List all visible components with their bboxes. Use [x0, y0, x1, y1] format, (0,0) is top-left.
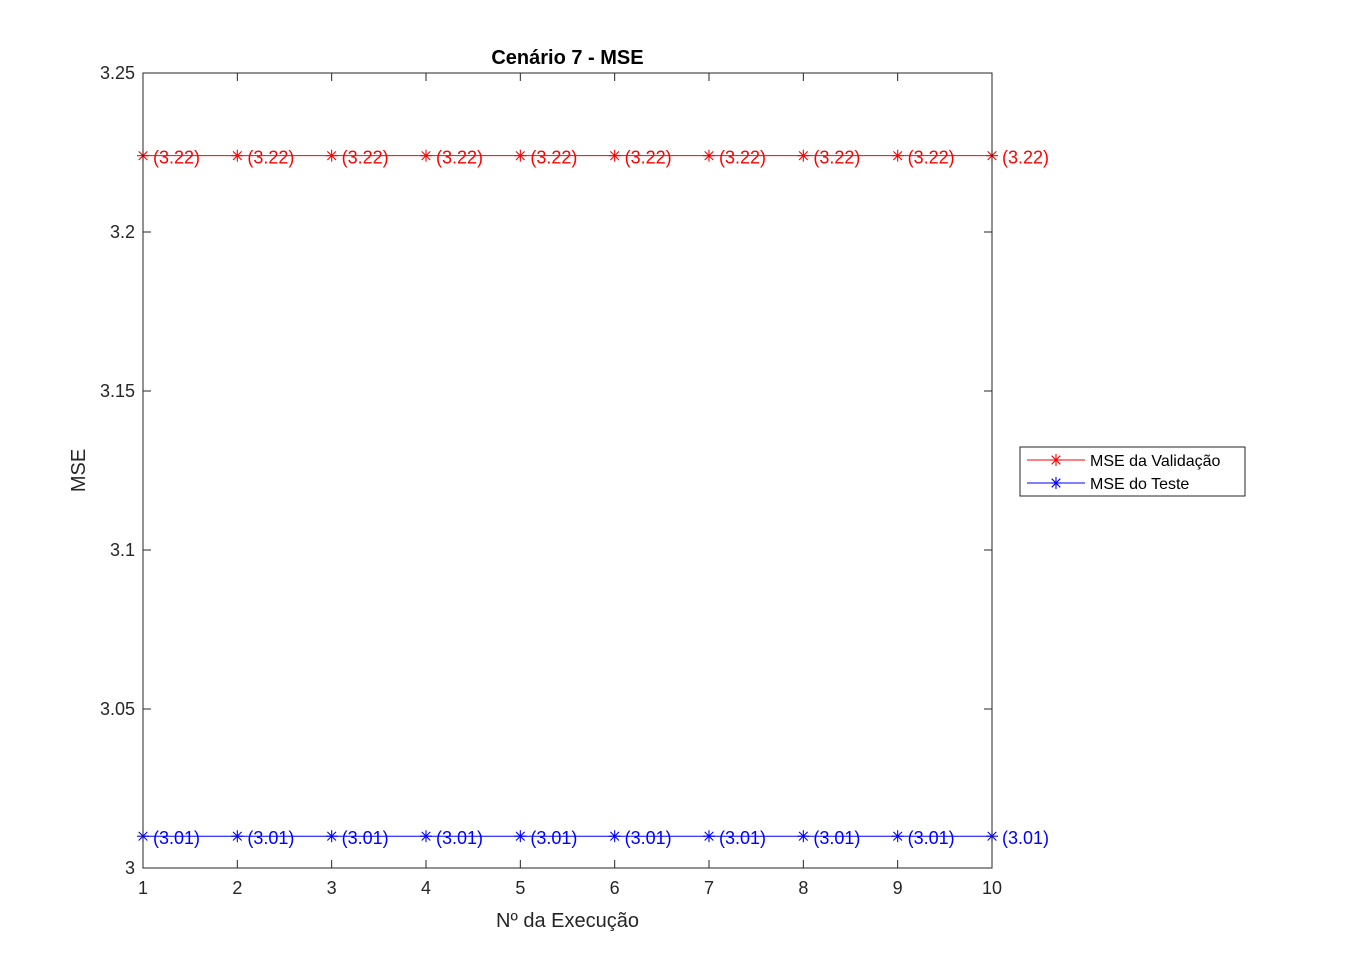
- series-2-marker: [891, 830, 904, 843]
- x-axis-title: Nº da Execução: [496, 910, 639, 932]
- chart-title: Cenário 7 - MSE: [491, 47, 643, 69]
- series-1-data-label: (3.22): [625, 148, 672, 168]
- series-2-marker: [514, 830, 527, 843]
- series-layer: [137, 149, 998, 843]
- ticks-layer: 1 2 3 4 5 6 7 8 9 10 3 3.05 3.1 3.15 3.2 3.25: [100, 63, 1002, 898]
- legend-marker-1: [1050, 454, 1062, 466]
- data-labels-layer: (3.22) (3.22) (3.22) (3.22) (3.22) (3.22) (3.2…: [153, 148, 1049, 849]
- series-2-data-label: (3.01): [247, 828, 294, 848]
- x-tick-label: 1: [138, 878, 148, 898]
- x-tick-label: 6: [610, 878, 620, 898]
- y-tick-label: 3.25: [100, 63, 135, 83]
- x-tick-label: 9: [893, 878, 903, 898]
- series-1-marker: [891, 149, 904, 162]
- series-2-data-label: (3.01): [813, 828, 860, 848]
- series-2-data-label: (3.01): [1002, 828, 1049, 848]
- series-2-marker: [231, 830, 244, 843]
- x-tick-label: 7: [704, 878, 714, 898]
- series-1-marker: [231, 149, 244, 162]
- series-2-marker: [797, 830, 810, 843]
- series-1-data-label: (3.22): [813, 148, 860, 168]
- y-tick-label: 3.15: [100, 381, 135, 401]
- x-tick-label: 8: [798, 878, 808, 898]
- series-1-data-label: (3.22): [908, 148, 955, 168]
- series-2-marker: [420, 830, 432, 843]
- legend-entries: MSE da Validação MSE do Teste: [1027, 453, 1221, 493]
- series-1-data-label: (3.22): [1002, 148, 1049, 168]
- series-1-marker: [420, 149, 432, 162]
- y-tick-label: 3: [125, 858, 135, 878]
- series-2-marker: [325, 830, 338, 843]
- x-tick-label: 3: [327, 878, 337, 898]
- y-axis-title: MSE: [68, 449, 90, 492]
- series-1-data-label: (3.22): [436, 148, 483, 168]
- legend-label-2: MSE do Teste: [1090, 476, 1189, 493]
- series-1-marker: [514, 149, 527, 162]
- axes-box: [142, 72, 993, 869]
- y-tick-label: 3.2: [110, 222, 135, 242]
- series-2-marker: [703, 830, 715, 843]
- series-1-marker: [703, 149, 715, 162]
- legend-box: [1019, 446, 1246, 497]
- series-2-data-label: (3.01): [719, 828, 766, 848]
- series-1-data-label: (3.22): [342, 148, 389, 168]
- series-2-data-label: (3.01): [530, 828, 577, 848]
- series-1-data-label: (3.22): [719, 148, 766, 168]
- x-tick-label: 4: [421, 878, 431, 898]
- series-1-marker: [608, 149, 621, 162]
- series-2-data-label: (3.01): [908, 828, 955, 848]
- series-1-data-label: (3.22): [530, 148, 577, 168]
- series-2-data-label: (3.01): [342, 828, 389, 848]
- series-1-marker: [797, 149, 810, 162]
- series-1-data-label: (3.22): [247, 148, 294, 168]
- x-tick-label: 5: [515, 878, 525, 898]
- series-2-data-label: (3.01): [153, 828, 200, 848]
- legend-marker-2: [1050, 477, 1062, 489]
- series-1-marker: [325, 149, 338, 162]
- legend-label-1: MSE da Validação: [1090, 453, 1221, 470]
- x-tick-label: 10: [982, 878, 1002, 898]
- series-2-marker: [608, 830, 621, 843]
- x-tick-label: 2: [232, 878, 242, 898]
- series-1-data-label: (3.22): [153, 148, 200, 168]
- plot-area: [143, 73, 992, 868]
- series-2-data-label: (3.01): [625, 828, 672, 848]
- legend[interactable]: MSE da Validação MSE do Teste: [1019, 446, 1246, 497]
- y-tick-label: 3.05: [100, 699, 135, 719]
- y-tick-label: 3.1: [110, 540, 135, 560]
- series-2-data-label: (3.01): [436, 828, 483, 848]
